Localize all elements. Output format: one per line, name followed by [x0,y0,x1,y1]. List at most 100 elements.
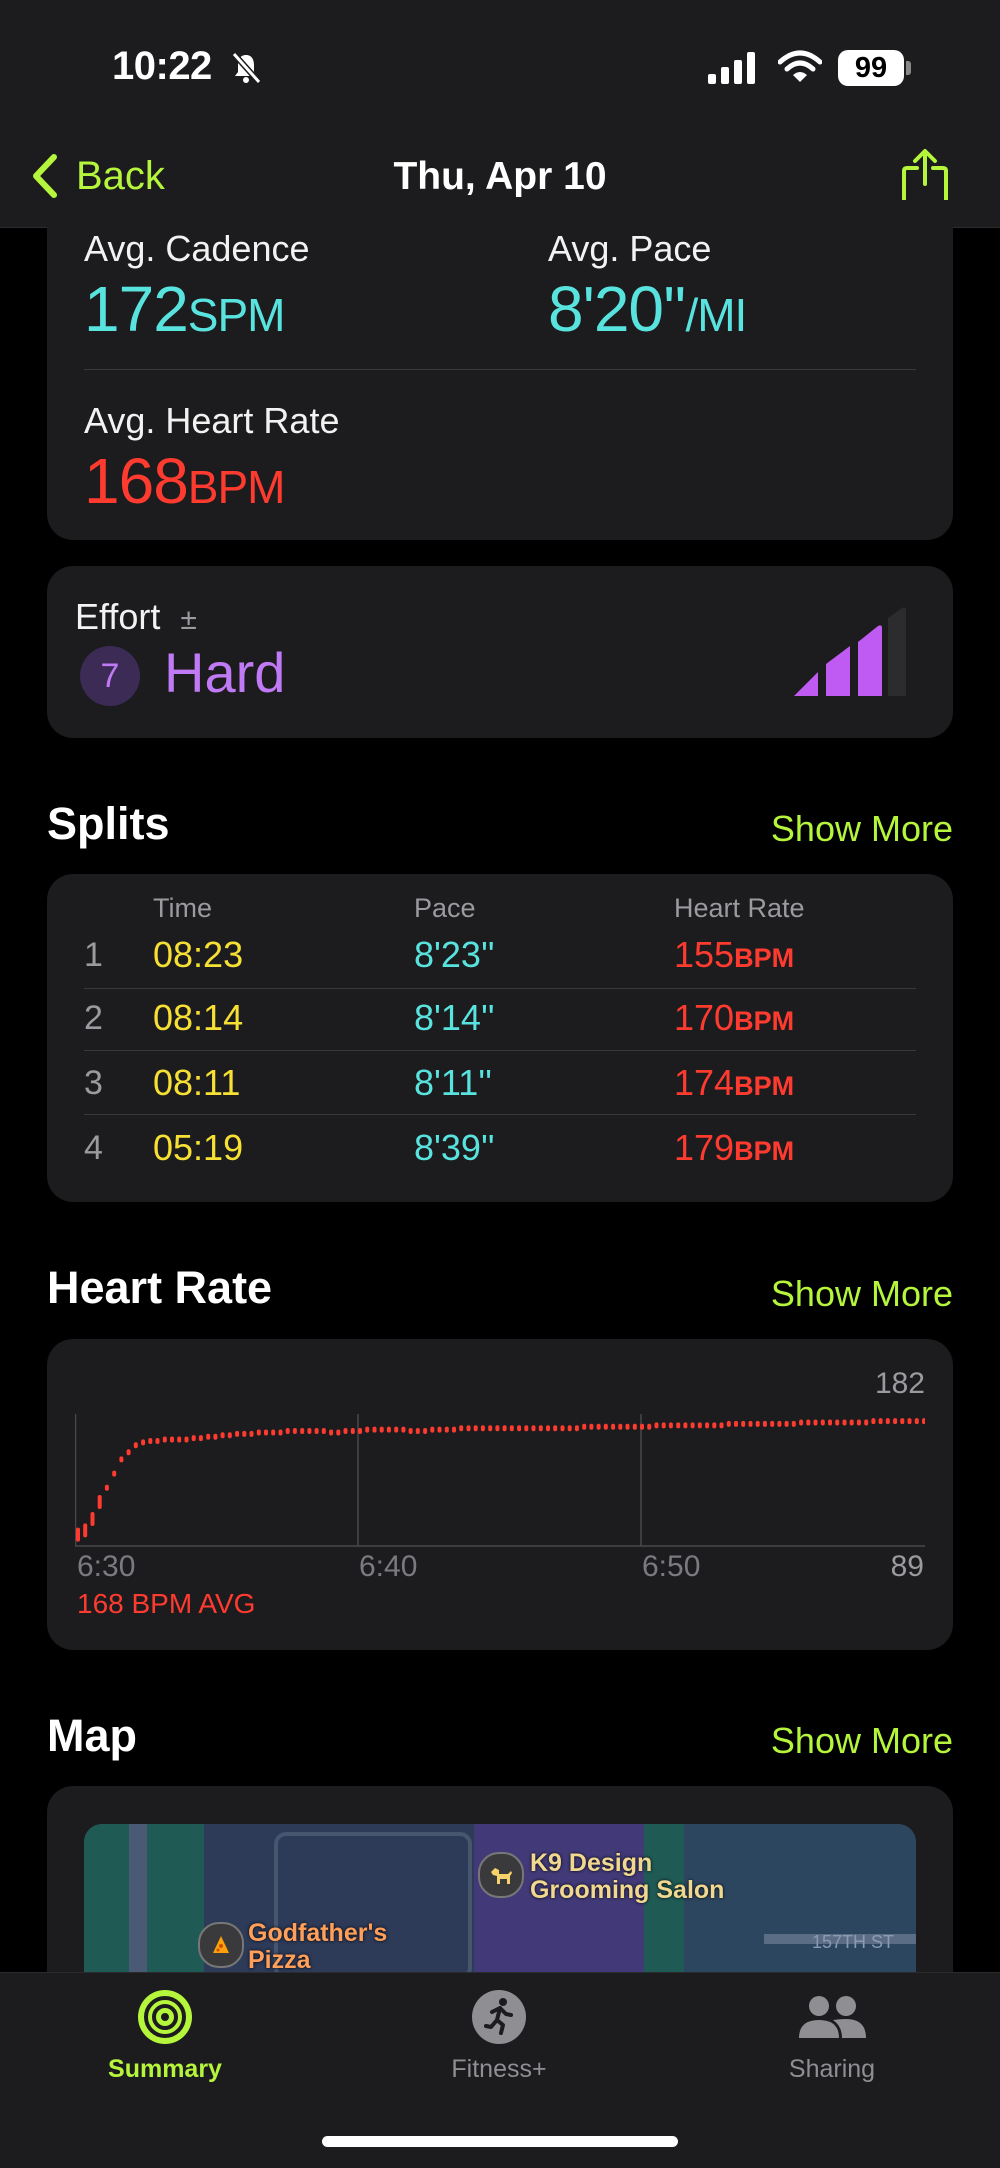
hr-data-point [386,1426,391,1433]
avg-hr-unit: BPM [187,461,286,513]
hr-data-point [596,1423,601,1430]
hr-data-point [603,1423,608,1430]
effort-bars-icon [794,607,906,696]
hr-data-point [220,1432,225,1439]
heart-rate-card[interactable] [47,1339,953,1650]
heart-rate-title: Heart Rate [47,1262,273,1313]
map-block [684,1824,916,1972]
hr-data-point [430,1426,435,1433]
hr-data-point [893,1418,898,1425]
map-poi-godfathers[interactable]: Godfather's Pizza [248,1920,387,1974]
split-number: 4 [84,1129,103,1167]
pace-value: 8'20''/MI [548,272,747,346]
effort-text: Hard [164,641,286,704]
effort-card[interactable] [47,566,953,738]
hr-data-point [184,1436,189,1443]
hr-data-point [90,1512,95,1526]
map-block [474,1824,674,1972]
hr-data-point [856,1419,861,1426]
cadence-label: Avg. Cadence [84,228,310,269]
hr-data-point [126,1449,131,1456]
hr-data-point [162,1436,167,1443]
back-button[interactable]: Back [28,148,165,204]
map-poi-label: Pizza [248,1946,311,1974]
hr-data-point [842,1419,847,1426]
table-row: 3 08:11 8'11'' 174BPM [84,1060,916,1125]
x-tick-label: 6:40 [359,1550,418,1583]
avg-hr-label: Avg. Heart Rate [84,400,340,441]
hr-data-point [813,1419,818,1426]
map-show-more[interactable]: Show More [770,1720,953,1761]
hr-max-label: 182 [874,1367,925,1400]
hr-data-point [321,1428,326,1434]
map-street-label: 157TH ST [812,1932,895,1952]
hr-data-point [459,1425,464,1432]
pizza-icon[interactable] [198,1922,244,1968]
hr-data-point [213,1433,218,1440]
hr-data-point [249,1430,254,1437]
hr-data-point [264,1429,268,1436]
split-hr: 174BPM [674,1062,794,1104]
x-tick-label: 6:30 [77,1550,136,1583]
hr-data-point [574,1425,579,1432]
map-poi-k9[interactable]: K9 Design Grooming Salon [530,1850,724,1904]
map-poi-label: K9 Design [530,1849,653,1877]
map-street [764,1934,916,1944]
home-indicator [322,2136,678,2147]
splits-card [47,874,953,1202]
split-hr-value: 179 [674,1127,735,1168]
hr-data-point [112,1470,117,1477]
hr-data-point [437,1426,442,1433]
split-number: 1 [84,936,103,974]
splits-show-more[interactable]: Show More [770,808,953,849]
hr-data-point [690,1422,695,1429]
hr-data-point [683,1422,688,1429]
hr-data-point [625,1423,630,1430]
page-title: Thu, Apr 10 [393,155,607,198]
split-hr-unit: BPM [734,943,795,973]
hr-data-point [900,1418,905,1425]
hr-data-point [329,1429,334,1436]
dog-icon[interactable] [478,1852,524,1898]
hr-data-point [415,1428,420,1434]
tab-sharing[interactable]: Sharing [732,1988,932,2084]
split-hr-unit: BPM [734,1006,795,1036]
hr-data-point [473,1425,478,1432]
hr-data-point [748,1420,753,1427]
hr-data-point [835,1419,840,1426]
pace-unit: /MI [685,289,747,341]
map-view[interactable] [84,1824,916,1972]
heart-rate-show-more[interactable]: Show More [770,1273,953,1314]
hr-data-point [394,1426,399,1433]
hr-data-point [567,1425,572,1432]
split-time: 08:23 [153,934,244,975]
avg-hr-value: 168BPM [84,444,286,518]
hr-data-point [654,1422,659,1429]
effort-label: Effort ± [75,596,197,638]
effort-label-text: Effort [75,596,161,637]
split-hr: 179BPM [674,1127,794,1169]
hr-data-point [820,1419,825,1426]
hr-data-point [76,1527,80,1542]
split-pace: 8'39'' [414,1127,495,1168]
divider [84,1050,916,1051]
hr-data-point [885,1418,890,1425]
hr-data-point [538,1425,543,1432]
chevron-left-icon [33,154,57,198]
hr-data-point [560,1425,565,1432]
battery-level: 99 [854,51,888,84]
hr-data-point [350,1428,355,1434]
tab-sharing-label: Sharing [788,2055,876,2083]
back-label: Back [76,153,165,198]
hr-data-point [878,1418,883,1425]
hr-data-point [762,1420,767,1427]
split-number: 3 [84,1064,103,1102]
hr-data-point [191,1435,196,1442]
split-pace: 8'23'' [414,934,495,975]
tab-fitness[interactable]: Fitness+ [399,1988,599,2084]
status-bar [0,0,1000,140]
split-hr-unit: BPM [734,1136,795,1166]
hr-data-point [806,1419,811,1426]
hr-data-point [495,1425,500,1432]
tab-summary[interactable]: Summary [65,1988,265,2084]
